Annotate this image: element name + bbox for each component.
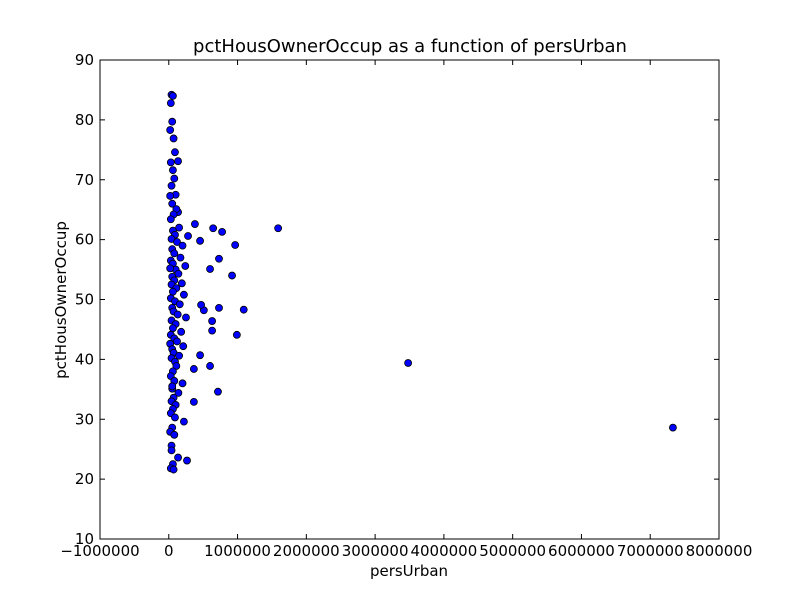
y-tick-label: 50 (75, 291, 94, 309)
point (168, 117, 177, 126)
point (232, 330, 241, 339)
point (167, 181, 176, 190)
y-tick-label: 20 (75, 470, 94, 488)
point (183, 456, 191, 465)
point (166, 158, 175, 167)
point (169, 92, 177, 100)
point (170, 249, 179, 258)
point (170, 174, 179, 183)
point (184, 232, 192, 240)
point (231, 241, 240, 249)
y-tick-label: 30 (75, 410, 94, 428)
point (169, 465, 178, 474)
point (167, 446, 176, 455)
point (174, 389, 183, 397)
point (274, 224, 283, 233)
x-tick-label: 3000000 (342, 542, 409, 560)
y-axis-label: pctHousOwnerOccup (52, 221, 70, 379)
point (181, 262, 190, 270)
point (173, 337, 181, 346)
point (404, 359, 413, 367)
point (214, 387, 222, 396)
x-tick-label: 2000000 (273, 542, 340, 560)
point (169, 287, 177, 296)
x-tick-label: −1000000 (60, 542, 139, 560)
y-tick-label: 40 (75, 350, 94, 368)
point (191, 220, 199, 228)
point (169, 134, 178, 143)
point (174, 269, 183, 278)
point (172, 362, 181, 370)
plot-frame (99, 59, 720, 540)
y-tick-label: 70 (75, 171, 94, 189)
point (180, 417, 188, 426)
point (196, 351, 204, 360)
x-tick-label: 1000000 (204, 542, 271, 560)
point (176, 253, 185, 262)
point (189, 365, 198, 373)
point (175, 351, 183, 360)
x-tick-label: 4000000 (410, 542, 477, 560)
point (171, 413, 179, 422)
point (169, 166, 177, 175)
point (166, 264, 175, 273)
point (189, 397, 198, 406)
point (177, 327, 186, 336)
point (174, 453, 182, 462)
x-tick-label: 6000000 (548, 542, 615, 560)
point (171, 148, 179, 157)
y-tick-label: 10 (75, 530, 94, 548)
point (182, 313, 190, 322)
point (239, 305, 248, 314)
point (166, 192, 175, 200)
point (208, 317, 217, 325)
point (178, 379, 187, 388)
point (179, 342, 188, 351)
point (169, 324, 177, 333)
y-tick-label: 80 (75, 111, 94, 129)
x-tick-label: 0 (164, 542, 174, 560)
point (196, 236, 204, 245)
point (177, 279, 186, 288)
point (178, 241, 187, 250)
point (180, 290, 188, 299)
point (208, 326, 217, 335)
chart-title: pctHousOwnerOccup as a function of persU… (193, 36, 627, 57)
point (166, 126, 175, 134)
point (166, 99, 175, 108)
point (669, 423, 677, 432)
point (228, 271, 236, 280)
point (174, 157, 182, 166)
point (168, 382, 177, 391)
x-tick-label: 7000000 (617, 542, 684, 560)
y-tick-label: 60 (75, 231, 94, 249)
point (215, 303, 223, 312)
x-tick-label: 5000000 (479, 542, 546, 560)
point (173, 310, 182, 319)
point (173, 238, 181, 246)
point (206, 265, 214, 273)
y-tick-label: 90 (75, 51, 94, 69)
point (206, 362, 214, 370)
point (197, 300, 206, 309)
point (215, 254, 223, 263)
point (209, 224, 218, 233)
x-axis-label: persUrban (370, 562, 448, 580)
point (170, 430, 179, 439)
x-tick-label: 8000000 (686, 542, 753, 560)
point (166, 215, 175, 224)
point (175, 300, 184, 309)
point (218, 227, 226, 236)
point (175, 223, 183, 232)
point (168, 199, 177, 208)
